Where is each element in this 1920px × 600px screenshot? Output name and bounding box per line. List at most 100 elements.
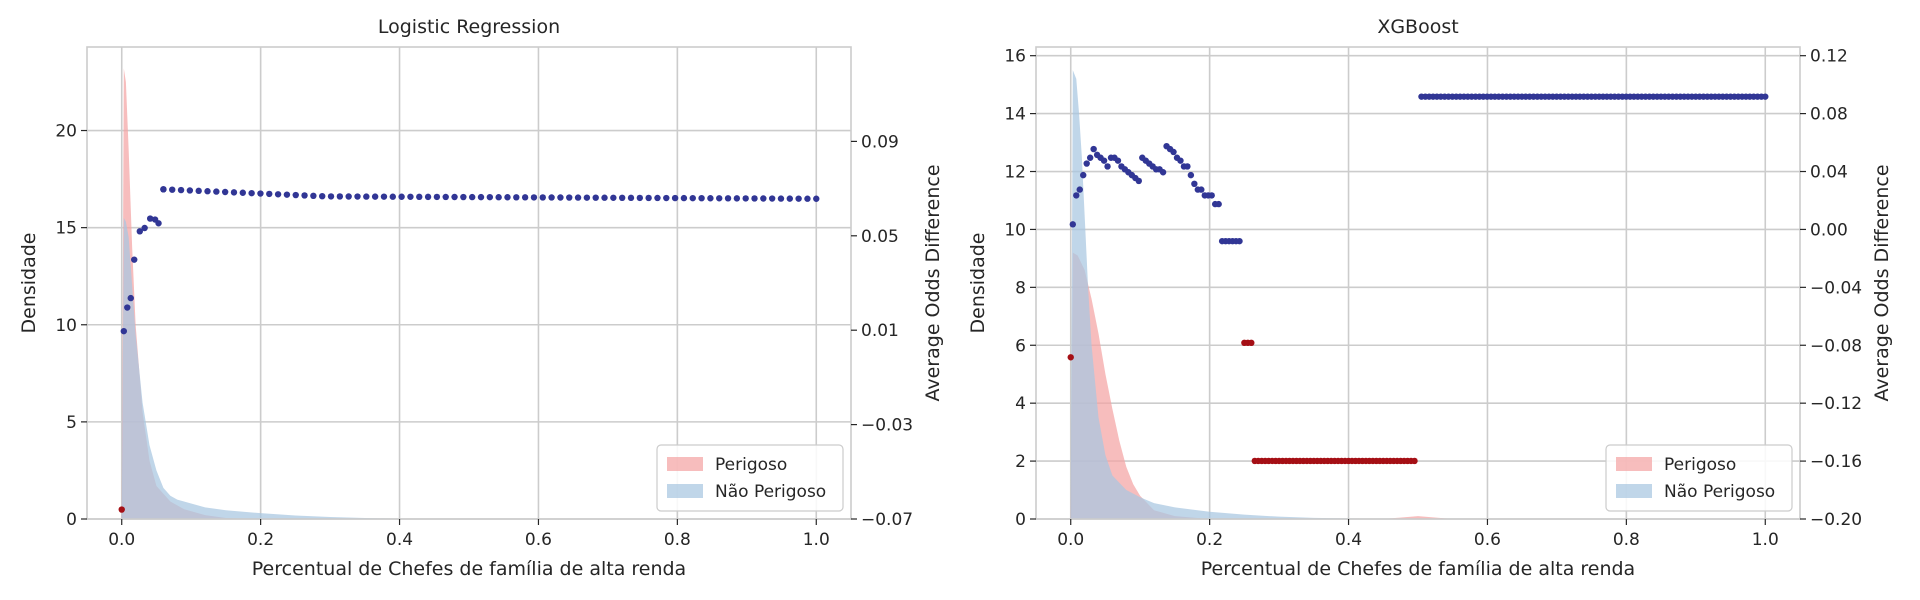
y2-axis-label: Average Odds Difference [922, 164, 944, 401]
aod-point-positive [716, 195, 723, 202]
aod-point-positive [274, 191, 282, 198]
aod-point-positive [424, 193, 432, 201]
aod-point-positive [221, 188, 229, 196]
legend-swatch-nao-perigoso [667, 484, 703, 498]
aod-point-positive [724, 195, 732, 202]
aod-point-positive [398, 193, 405, 200]
legend-label-nao-perigoso: Não Perigoso [715, 482, 826, 502]
aod-point-positive [680, 194, 688, 202]
legend-label-perigoso: Perigoso [1664, 455, 1736, 475]
aod-point-positive [127, 294, 134, 302]
aod-point-positive [283, 191, 291, 198]
density-area-nao-perigoso [1070, 70, 1418, 520]
x-tick-label: 0.6 [1474, 530, 1501, 550]
aod-point-positive [1069, 221, 1077, 228]
y-tick-label: 2 [1015, 452, 1026, 472]
x-tick-label: 1.0 [1752, 530, 1779, 550]
x-tick-label: 0.2 [247, 530, 274, 550]
aod-point-positive [433, 193, 441, 201]
aod-point-positive [689, 194, 696, 202]
aod-point-positive [548, 194, 555, 201]
aod-point-positive [804, 195, 811, 202]
aod-point-positive [504, 194, 511, 201]
x-tick-label: 0.4 [386, 530, 413, 550]
aod-point-positive [292, 191, 299, 199]
aod-point-positive [120, 327, 128, 335]
aod-point-positive [141, 224, 148, 232]
aod-point-positive [213, 188, 220, 195]
aod-point-positive [257, 190, 264, 197]
legend-box [1605, 444, 1793, 512]
aod-point-positive [327, 193, 335, 200]
plot-frame [1035, 46, 1801, 520]
aod-point-positive [768, 195, 776, 202]
aod-point-positive [1187, 171, 1195, 179]
aod-point-positive [1762, 93, 1769, 100]
legend: Perigoso Não Perigoso [656, 444, 844, 512]
aod-point-positive [147, 215, 154, 222]
y-axis-label: Densidade [18, 233, 40, 334]
aod-point-positive [204, 188, 211, 195]
y-tick-label: 16 [1004, 47, 1026, 67]
aod-point-positive [618, 194, 626, 202]
y2-tick-label: −0.20 [1810, 510, 1862, 530]
y2-tick-label: −0.07 [861, 510, 913, 530]
y2-tick-label: 0.08 [1810, 105, 1848, 125]
legend-box [656, 444, 844, 512]
y2-tick-label: 0.01 [861, 321, 899, 341]
x-tick-label: 0.2 [1196, 530, 1223, 550]
y-tick-label: 6 [1015, 336, 1026, 356]
aod-point-negative [1411, 457, 1418, 465]
aod-point-positive [1184, 163, 1191, 170]
aod-point-positive [1104, 163, 1111, 170]
legend-swatch-perigoso [667, 457, 703, 471]
aod-point-positive [1114, 157, 1122, 164]
aod-point-positive [155, 220, 162, 227]
aod-point-positive [131, 256, 138, 263]
aod-point-positive [636, 194, 644, 202]
aod-point-positive [1208, 192, 1215, 199]
y2-tick-label: −0.12 [1810, 394, 1862, 414]
y2-tick-label: −0.16 [1810, 452, 1862, 472]
aod-point-positive [495, 194, 502, 201]
aod-point-positive [592, 194, 599, 201]
chart-panel-xgboost: 0.0 0.2 0.4 0.6 0.8 1.0 0 2 4 6 8 10 12 14 16 −0.20 −0.1… [967, 16, 1893, 580]
density-area-nao-perigoso [121, 217, 435, 519]
aod-point-positive [610, 194, 617, 201]
aod-point-positive [1215, 200, 1222, 208]
aod-point-positive [136, 228, 143, 235]
x-tick-label: 0.8 [664, 530, 691, 550]
aod-point-positive [486, 193, 494, 201]
aod-point-positive [742, 195, 749, 202]
aod-point-positive [539, 194, 546, 201]
aod-point-positive [1198, 186, 1205, 193]
aod-point-positive [574, 194, 582, 201]
y2-tick-label: 0.09 [861, 132, 899, 152]
y-tick-label: 10 [55, 316, 77, 336]
aod-point-positive [583, 194, 591, 201]
aod-point-positive [1083, 160, 1090, 167]
y-tick-label: 10 [1004, 220, 1026, 240]
aod-point-negative [1248, 339, 1255, 346]
aod-point-positive [566, 194, 573, 201]
aod-point-positive [177, 186, 185, 194]
aod-point-positive [760, 195, 767, 202]
legend: Perigoso Não Perigoso [1605, 444, 1793, 512]
aod-point-positive [310, 192, 317, 200]
y-tick-label: 4 [1015, 394, 1026, 414]
aod-point-positive [336, 193, 344, 200]
aod-point-positive [477, 193, 485, 201]
aod-point-positive [442, 193, 449, 201]
y2-axis-label: Average Odds Difference [1871, 164, 1893, 401]
aod-point-positive [1086, 154, 1094, 161]
aod-point-positive [733, 195, 741, 202]
x-tick-label: 1.0 [803, 530, 830, 550]
aod-point-positive [451, 193, 458, 201]
aod-point-positive [698, 195, 705, 202]
aod-point-positive [1170, 148, 1177, 156]
aod-point-positive [124, 304, 131, 311]
aod-point-positive [248, 189, 255, 197]
y2-tick-label: −0.03 [861, 416, 913, 436]
y-tick-label: 20 [55, 122, 77, 142]
y2-tick-label: −0.08 [1810, 336, 1862, 356]
